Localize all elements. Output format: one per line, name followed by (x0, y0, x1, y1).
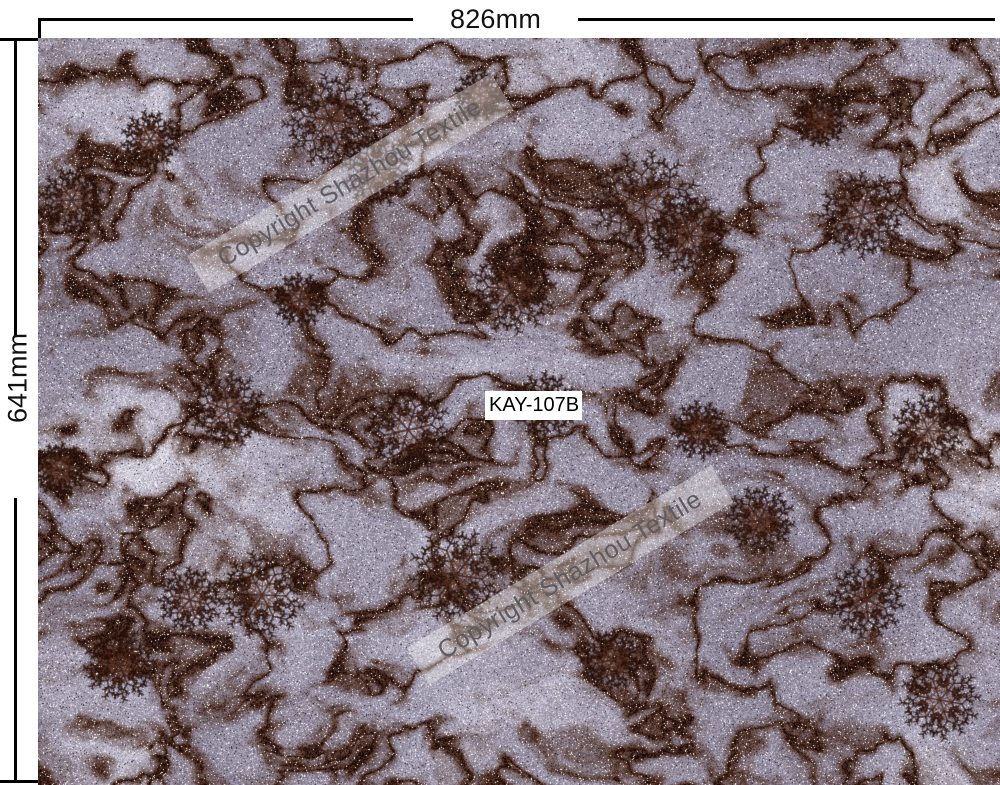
height-dimension-rule-top (14, 38, 17, 336)
width-dimension-label: 826mm (449, 3, 542, 34)
width-dimension: 826mm (38, 0, 1000, 38)
width-dimension-rule-right (578, 18, 995, 21)
height-dimension-tick-top (0, 38, 38, 41)
height-dimension-rule-bottom (14, 498, 17, 783)
width-dimension-rule-left (38, 18, 413, 21)
fabric-swatch-image: Copyright Shazhou Textile Copyright Shaz… (38, 38, 1000, 785)
height-dimension-tick-bottom (0, 780, 38, 783)
height-dimension: 641mm (0, 38, 38, 785)
width-dimension-tick-left (38, 18, 41, 38)
pattern-code-label: KAY-107B (485, 391, 583, 420)
height-dimension-label: 641mm (2, 332, 32, 424)
